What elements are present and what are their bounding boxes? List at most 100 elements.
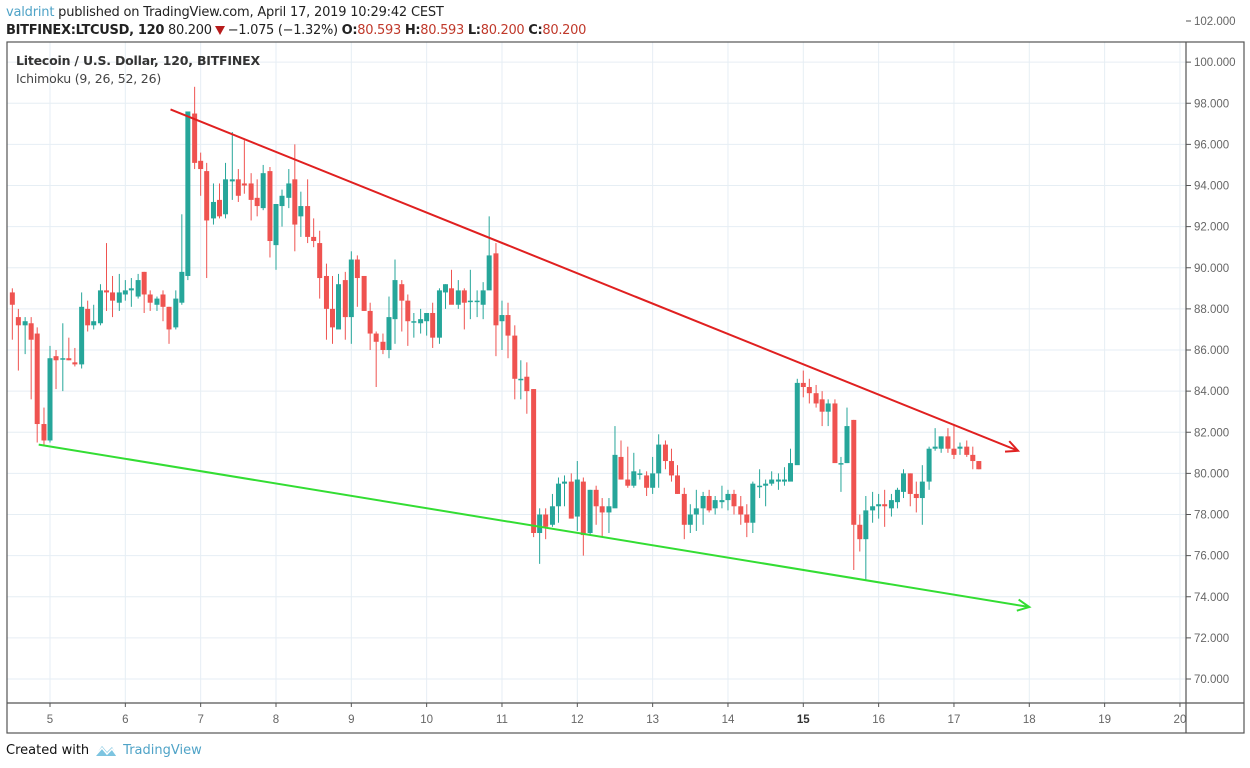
candle [587, 489, 593, 534]
candle [173, 298, 179, 328]
candle [674, 475, 680, 494]
price-tick-label: 76.000 [1194, 551, 1229, 563]
candle [863, 510, 869, 540]
candle [72, 362, 78, 365]
support-arrow-icon [1016, 598, 1032, 612]
price-change: −1.075 (−1.32%) [227, 23, 338, 38]
candle [392, 280, 398, 320]
candle [198, 160, 204, 170]
candle [97, 290, 103, 324]
candle [418, 319, 424, 324]
time-tick-label: 9 [348, 714, 354, 726]
candle [354, 259, 360, 279]
candle [775, 479, 781, 482]
time-tick-label: 14 [722, 714, 735, 726]
candle [286, 183, 292, 198]
candle [681, 493, 687, 525]
resistance-trendline[interactable] [170, 108, 1019, 452]
candle [22, 321, 28, 326]
candle [317, 243, 323, 279]
candle [693, 508, 699, 515]
chart-grid [7, 42, 1186, 703]
candle [574, 479, 580, 517]
candle [606, 506, 612, 513]
candle [229, 179, 235, 182]
candle [461, 290, 467, 303]
candle [430, 312, 436, 338]
candle [216, 199, 222, 217]
time-tick-label: 13 [646, 714, 659, 726]
price-tick-label: 72.000 [1194, 633, 1229, 645]
candle [386, 317, 392, 350]
candle [757, 485, 763, 488]
low-value: 80.200 [480, 23, 525, 38]
indicator-label[interactable]: Ichimoku (9, 26, 52, 26) [16, 71, 161, 86]
candle [794, 382, 800, 466]
candle [524, 376, 530, 392]
tradingview-link[interactable]: TradingView [123, 742, 202, 758]
candle [719, 500, 725, 503]
time-tick-label: 6 [122, 714, 128, 726]
support-trendline[interactable] [38, 443, 1030, 609]
candle [976, 461, 982, 470]
candle [223, 179, 229, 215]
candle [549, 506, 555, 525]
candle [763, 483, 769, 486]
candle [166, 306, 172, 330]
candle [141, 271, 147, 295]
symbol-quote-line: BITFINEX:LTCUSD, 120 80.200 −1.075 (−1.32… [6, 23, 586, 38]
candle [467, 300, 473, 303]
candle [938, 436, 944, 449]
candle [342, 280, 348, 318]
candle [825, 403, 831, 412]
candle [706, 495, 712, 511]
candle [442, 284, 448, 293]
candle [9, 292, 15, 305]
time-axis[interactable]: 5 6 7 8 9 10 11 12 13 14 15 16 17 18 19 20 [47, 703, 1187, 726]
price-axis[interactable]: 102.000 100.000 98.000 96.000 94.000 92.000 90… [1186, 16, 1236, 686]
candle [79, 306, 85, 365]
candle [361, 275, 367, 311]
price-tick-label: 82.000 [1194, 427, 1229, 439]
candle [926, 448, 932, 482]
series-title: Litecoin / U.S. Dollar, 120, BITFINEX [16, 53, 260, 68]
candle [531, 389, 537, 534]
high-value: 80.593 [420, 23, 464, 38]
candle [970, 454, 976, 462]
time-tick-label: 5 [47, 714, 53, 726]
close-value: 80.200 [542, 23, 587, 38]
candle [562, 481, 568, 484]
candle [787, 463, 793, 482]
candle [311, 236, 317, 242]
candle [819, 399, 825, 412]
footer-credit: Created with TradingView [6, 742, 202, 758]
candle [599, 506, 605, 513]
candle [103, 290, 109, 293]
author-link[interactable]: valdrint [6, 5, 55, 20]
candle [486, 255, 492, 291]
time-tick-label: 20 [1174, 714, 1187, 726]
candle [882, 504, 888, 507]
candle [267, 171, 273, 242]
candle [154, 298, 160, 305]
trendlines[interactable] [38, 108, 1032, 612]
candle [593, 489, 599, 507]
candle [329, 308, 335, 328]
candle [91, 321, 97, 326]
candle [700, 495, 706, 509]
candle [411, 321, 417, 323]
candle [210, 201, 216, 219]
candle [192, 113, 198, 163]
candle [555, 483, 561, 507]
price-tick-label: 90.000 [1194, 263, 1229, 275]
candle [160, 294, 166, 307]
candle [279, 195, 285, 207]
candle [380, 341, 386, 350]
candle [644, 475, 650, 488]
candle [185, 111, 191, 276]
created-with-text: Created with [6, 742, 90, 758]
candle [373, 333, 379, 342]
candle [813, 393, 819, 404]
candle [305, 206, 311, 237]
